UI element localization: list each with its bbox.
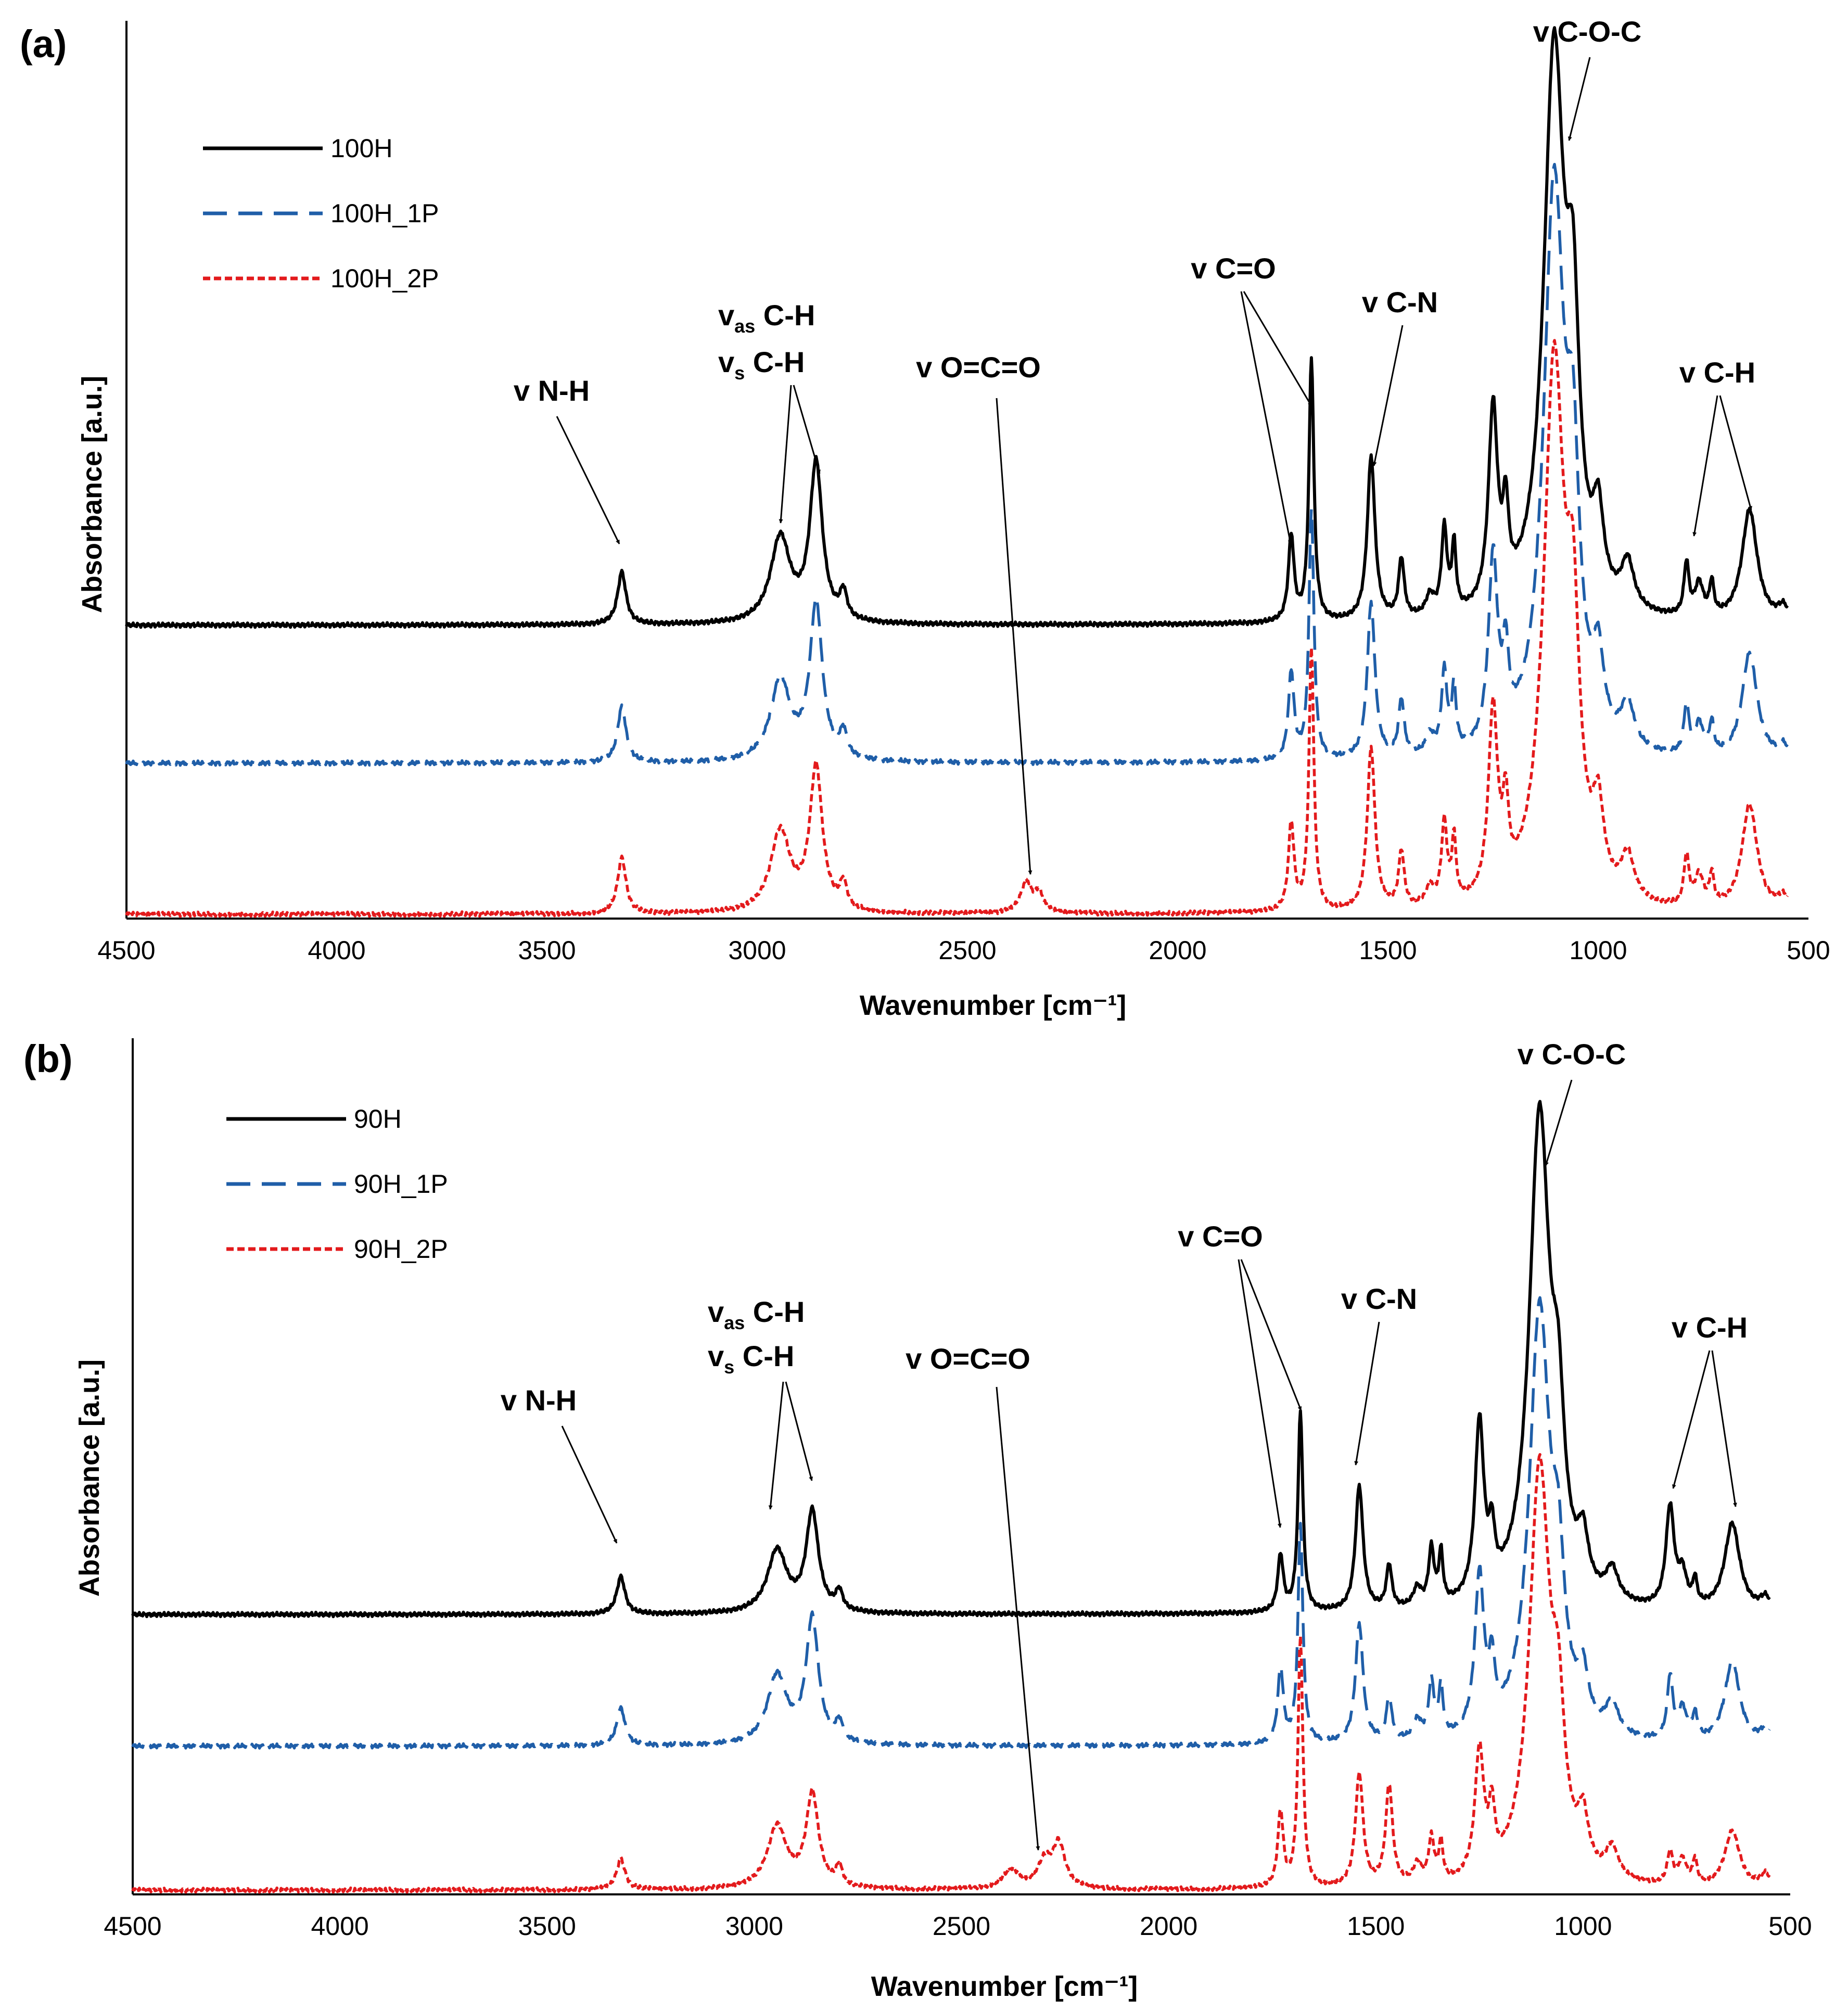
annotation-co: v C=O [1191, 252, 1312, 544]
x-tick-label: 500 [1768, 1912, 1812, 1941]
annotation-label: vas C-H [718, 299, 815, 337]
series-line-100H_1P [125, 162, 1789, 767]
annotation-ch-stretch: vas C-H vs C-H [708, 1295, 813, 1510]
annotation-arrow [1672, 1350, 1711, 1489]
x-tick-label: 2500 [933, 1912, 990, 1941]
annotation-label: v C-H [1672, 1311, 1748, 1344]
x-axis-title: Wavenumber [cm⁻¹] [871, 1971, 1138, 2002]
annotation-label: v C-N [1362, 286, 1438, 319]
annotation-arrow [1692, 395, 1718, 537]
annotation-coc: v C-O-C [1518, 1038, 1626, 1166]
y-axis-title: Absorbance [a.u.] [77, 376, 108, 613]
annotation-co: v C=O [1178, 1220, 1302, 1528]
annotation-label: v C-H [1679, 356, 1755, 389]
legend-label: 90H_2P [354, 1234, 448, 1264]
axes [125, 21, 1808, 920]
series-line-100H_2P [125, 339, 1789, 918]
legend-label: 100H_2P [330, 264, 439, 293]
x-tick-label: 2000 [1149, 936, 1206, 965]
annotation-arrow [768, 1381, 784, 1510]
panel-label: (a) [20, 22, 67, 66]
annotation-label: v C=O [1191, 252, 1276, 285]
annotation-arrow [1240, 1259, 1302, 1411]
legend-label: 90H [354, 1104, 402, 1134]
x-tick-label: 4500 [104, 1912, 161, 1941]
annotation-arrow [1372, 325, 1404, 466]
annotation-nh: v N-H [501, 1384, 618, 1544]
legend-label: 90H_1P [354, 1169, 448, 1199]
annotation-label: v C-O-C [1518, 1038, 1626, 1071]
tick-labels: 4500 4000 3500 3000 2500 2000 1500 1000 500 [104, 1912, 1812, 1941]
panel-a: (a) Absorbance [a.u.] Wavenumber [cm⁻¹] … [20, 15, 1830, 1021]
x-tick-label: 4500 [97, 936, 155, 965]
series-line-100H [125, 26, 1789, 629]
annotation-ch-bend: v C-H [1679, 356, 1755, 537]
annotation-arrow [1354, 1321, 1380, 1466]
annotation-arrow [1243, 291, 1312, 406]
series-line-90H_2P [131, 1453, 1771, 1894]
x-tick-label: 1500 [1347, 1912, 1405, 1941]
annotation-label: vs C-H [708, 1340, 794, 1378]
annotation-arrow [556, 416, 620, 544]
x-axis-title: Wavenumber [cm⁻¹] [860, 990, 1127, 1021]
x-tick-label: 2000 [1140, 1912, 1197, 1941]
series-line-90H_1P [131, 1296, 1771, 1750]
annotation-arrow [785, 1381, 813, 1481]
panel-label: (b) [23, 1037, 73, 1080]
legend: 100H 100H_1P 100H_2P [203, 134, 439, 293]
annotation-arrow [793, 385, 821, 474]
annotation-label: vas C-H [708, 1295, 805, 1333]
y-axis-title: Absorbance [a.u.] [74, 1359, 105, 1597]
annotation-label: v N-H [514, 374, 590, 407]
x-tick-label: 1000 [1569, 936, 1627, 965]
annotation-label: v C-O-C [1533, 15, 1641, 48]
x-tick-label: 2500 [938, 936, 996, 965]
x-tick-label: 4000 [311, 1912, 369, 1941]
annotation-arrow [1567, 57, 1591, 141]
annotation-arrow [1719, 395, 1752, 511]
panel-b: (b) Absorbance [a.u.] Wavenumber [cm⁻¹] … [23, 1037, 1812, 2002]
annotation-label: v O=C=O [916, 351, 1041, 384]
annotation-arrow [561, 1425, 618, 1544]
annotation-label: v O=C=O [906, 1342, 1030, 1375]
x-tick-label: 3500 [518, 1912, 576, 1941]
series-group [125, 26, 1789, 918]
annotation-arrow [1240, 291, 1292, 544]
annotation-arrow [1238, 1259, 1282, 1528]
annotation-ch-stretch: vas C-H vs C-H [718, 299, 821, 524]
axes [132, 1038, 1790, 1895]
annotation-label: v N-H [501, 1384, 577, 1417]
legend-label: 100H [330, 134, 393, 163]
annotation-cn: v C-N [1341, 1282, 1417, 1466]
annotation-ch-bend: v C-H [1672, 1311, 1748, 1507]
annotation-arrow [779, 385, 792, 524]
x-tick-label: 1500 [1359, 936, 1417, 965]
x-tick-label: 500 [1787, 936, 1830, 965]
annotation-nh: v N-H [514, 374, 620, 544]
legend-label: 100H_1P [330, 199, 439, 228]
x-tick-label: 3500 [518, 936, 576, 965]
x-tick-label: 3000 [725, 1912, 783, 1941]
annotation-arrow [996, 398, 1033, 875]
x-tick-label: 4000 [308, 936, 365, 965]
annotation-label: vs C-H [718, 346, 805, 384]
annotation-label: v C-N [1341, 1282, 1417, 1315]
annotation-coc: v C-O-C [1533, 15, 1641, 141]
series-group [131, 1100, 1771, 1894]
annotation-arrow [1545, 1079, 1573, 1166]
annotation-cn: v C-N [1362, 286, 1438, 466]
series-line-90H [131, 1100, 1771, 1619]
x-tick-label: 3000 [728, 936, 786, 965]
annotation-oco: v O=C=O [906, 1342, 1040, 1851]
annotation-oco: v O=C=O [916, 351, 1041, 875]
x-tick-label: 1000 [1554, 1912, 1612, 1941]
annotation-label: v C=O [1178, 1220, 1263, 1253]
legend: 90H 90H_1P 90H_2P [226, 1104, 448, 1264]
tick-labels: 4500 4000 3500 3000 2500 2000 1500 1000 500 [97, 936, 1830, 965]
annotation-arrow [996, 1386, 1040, 1851]
annotation-arrow [1711, 1350, 1737, 1507]
